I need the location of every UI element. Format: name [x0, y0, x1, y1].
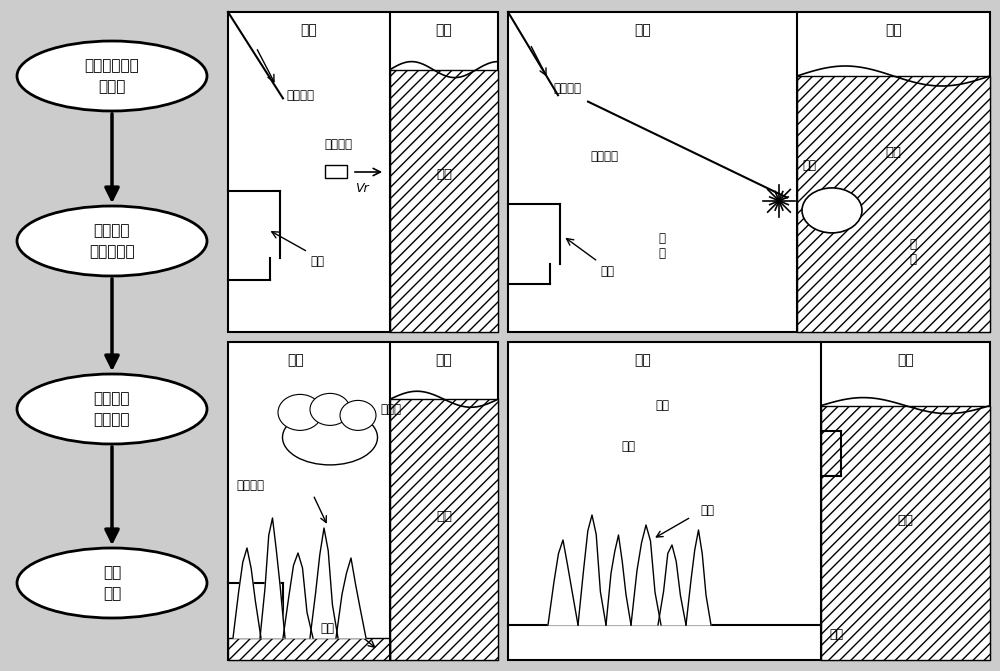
Bar: [821, 405, 990, 660]
Polygon shape: [283, 553, 313, 638]
Text: 穿孔: 穿孔: [655, 399, 669, 412]
Text: 碎
片: 碎 片: [909, 238, 916, 266]
Bar: [797, 76, 990, 332]
Bar: [228, 638, 390, 660]
Bar: [325, 165, 347, 178]
Text: Vr: Vr: [355, 181, 369, 195]
Text: 碰撞火花: 碰撞火花: [590, 150, 618, 162]
Polygon shape: [233, 548, 261, 638]
Text: 穿孔: 穿孔: [310, 255, 324, 268]
Text: 油箱: 油箱: [436, 23, 452, 37]
Polygon shape: [310, 528, 338, 638]
Bar: [797, 76, 990, 332]
Bar: [228, 638, 390, 660]
Text: 穿孔: 穿孔: [600, 264, 614, 278]
Text: 油箱: 油箱: [436, 353, 452, 367]
Text: 火焰: 火焰: [701, 504, 715, 517]
Polygon shape: [548, 540, 578, 625]
Text: 油箱: 油箱: [897, 353, 914, 367]
Text: 穿孔: 穿孔: [622, 440, 636, 454]
Text: 干舱
引燃: 干舱 引燃: [103, 565, 121, 601]
Polygon shape: [631, 525, 661, 625]
Bar: [508, 12, 990, 332]
Text: 油箱: 油箱: [885, 23, 902, 37]
Ellipse shape: [310, 393, 350, 425]
Text: 飞机蒙皮: 飞机蒙皮: [286, 89, 314, 102]
Ellipse shape: [283, 410, 378, 465]
Text: 金属碎片: 金属碎片: [324, 138, 352, 150]
Text: 燃油: 燃油: [886, 146, 902, 159]
Text: 燃油蒸发: 燃油蒸发: [236, 478, 264, 492]
Ellipse shape: [278, 395, 322, 430]
Text: 燃油: 燃油: [436, 510, 452, 523]
Text: 金属碎片撞击
油箱壁: 金属碎片撞击 油箱壁: [85, 58, 139, 94]
Polygon shape: [658, 545, 686, 625]
Text: 碰撞火花
（点火源）: 碰撞火花 （点火源）: [89, 223, 135, 259]
Text: 干舱: 干舱: [287, 353, 304, 367]
Ellipse shape: [17, 374, 207, 444]
Bar: [821, 405, 990, 660]
Bar: [228, 12, 498, 332]
Text: 干舱: 干舱: [635, 353, 651, 367]
Text: 穿孔: 穿孔: [829, 629, 843, 641]
Bar: [390, 399, 498, 660]
Ellipse shape: [340, 401, 376, 430]
Bar: [228, 342, 498, 660]
Text: 飞机蒙皮: 飞机蒙皮: [553, 83, 581, 95]
Ellipse shape: [17, 206, 207, 276]
Text: 穿孔: 穿孔: [802, 159, 816, 172]
Polygon shape: [606, 535, 631, 625]
Ellipse shape: [17, 548, 207, 618]
Bar: [390, 399, 498, 660]
Bar: [508, 342, 990, 660]
Polygon shape: [260, 518, 285, 638]
Text: 干舱: 干舱: [301, 23, 317, 37]
Text: 热气云: 热气云: [380, 403, 401, 416]
Text: 燃油: 燃油: [898, 513, 914, 527]
Polygon shape: [578, 515, 606, 625]
Text: 干舱: 干舱: [635, 23, 651, 37]
Polygon shape: [336, 558, 366, 638]
Text: 燃油: 燃油: [436, 168, 452, 181]
Text: 燃油泄露
燃油蒸发: 燃油泄露 燃油蒸发: [94, 391, 130, 427]
Polygon shape: [686, 530, 711, 625]
Text: 空
腔: 空 腔: [659, 231, 666, 260]
Text: 穿孔: 穿孔: [320, 621, 334, 635]
Bar: [390, 70, 498, 332]
Ellipse shape: [802, 188, 862, 233]
Ellipse shape: [17, 41, 207, 111]
Bar: [390, 70, 498, 332]
